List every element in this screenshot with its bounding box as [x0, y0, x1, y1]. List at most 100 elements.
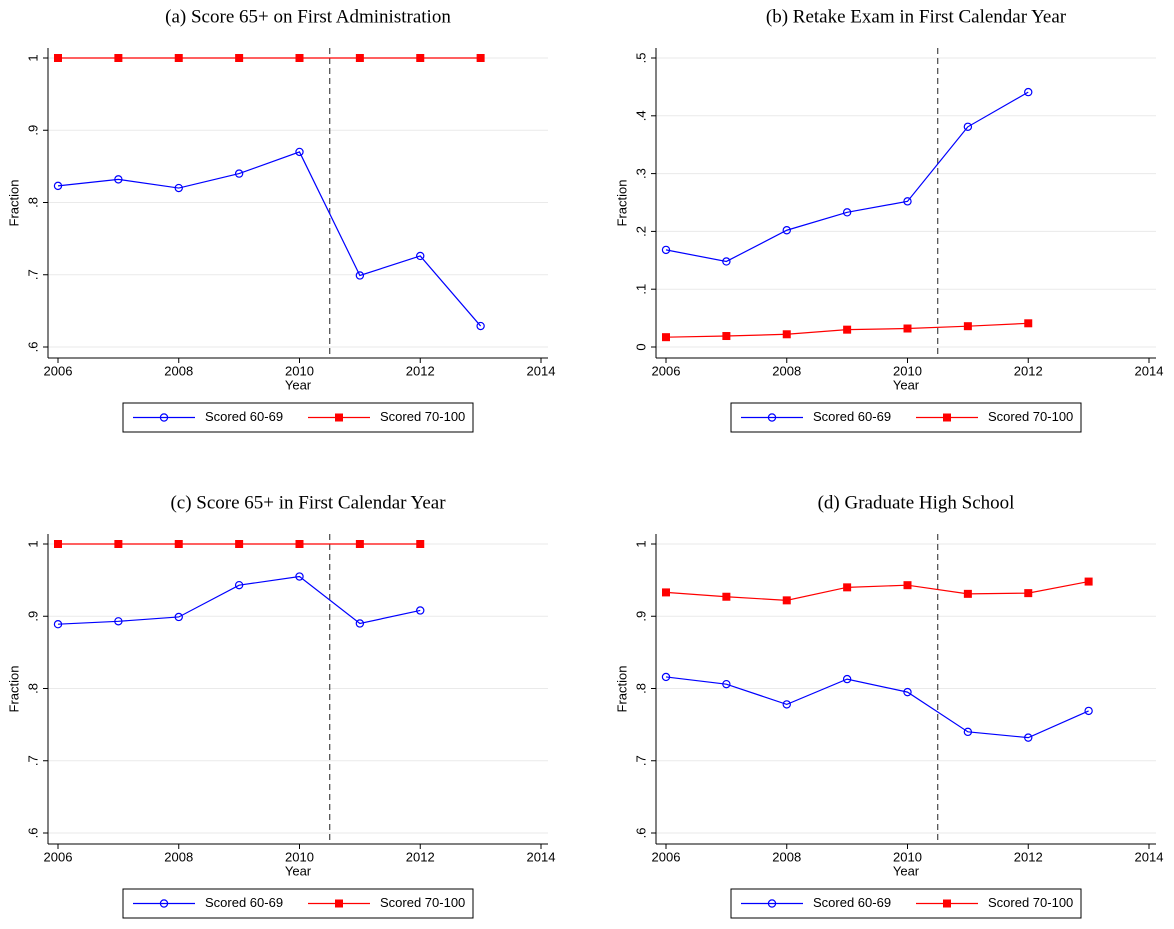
marker	[476, 54, 485, 62]
x-axis-label: Year	[285, 377, 312, 392]
marker	[54, 540, 62, 548]
marker	[416, 540, 425, 548]
x-axis-label: Year	[893, 863, 920, 878]
marker	[963, 322, 972, 331]
legend-label: Scored 70-100	[380, 409, 465, 424]
marker	[661, 672, 671, 682]
panel: (c) Score 65+ in First Calendar Year .6 .7…	[6, 492, 555, 919]
marker	[903, 324, 912, 333]
y-tick-label: .8	[25, 197, 40, 208]
marker	[1024, 589, 1033, 598]
y-tick-label: .7	[633, 755, 648, 766]
marker	[295, 54, 304, 62]
legend-label: Scored 70-100	[380, 895, 465, 910]
y-tick-label: .6	[25, 342, 40, 353]
marker	[842, 674, 852, 684]
marker	[843, 325, 852, 334]
marker	[782, 596, 791, 605]
panel: (d) Graduate High School .6 .7 .8 .9 1 2006 200…	[614, 492, 1163, 919]
x-tick-label: 2014	[1135, 363, 1164, 378]
marker	[355, 54, 364, 62]
x-tick-label: 2006	[652, 849, 681, 864]
series-line	[57, 575, 421, 625]
x-tick-label: 2010	[285, 363, 314, 378]
legend-label: Scored 60-69	[813, 409, 891, 424]
y-axis-label: Fraction	[614, 666, 629, 713]
x-tick-label: 2012	[406, 849, 435, 864]
marker	[843, 583, 852, 592]
marker	[355, 271, 365, 280]
legend-marker	[767, 413, 777, 422]
x-tick-label: 2006	[652, 363, 681, 378]
marker	[963, 589, 972, 598]
legend-label: Scored 60-69	[813, 895, 891, 910]
y-tick-label: 0	[633, 343, 648, 350]
y-tick-label: .1	[633, 284, 648, 295]
marker	[722, 679, 731, 689]
marker	[476, 321, 485, 331]
x-tick-label: 2008	[772, 363, 801, 378]
y-tick-label: .2	[633, 226, 648, 237]
marker	[782, 330, 791, 339]
legend-marker	[159, 413, 169, 422]
marker	[416, 54, 425, 62]
marker	[295, 572, 304, 581]
legend-marker	[943, 899, 951, 908]
marker	[174, 54, 183, 62]
marker	[1084, 706, 1093, 716]
y-axis-label: Fraction	[614, 180, 629, 227]
x-tick-label: 2008	[772, 849, 801, 864]
y-tick-label: .6	[633, 828, 648, 839]
x-axis-label: Year	[893, 377, 920, 392]
y-tick-label: .7	[25, 755, 40, 766]
marker	[1024, 319, 1033, 328]
marker	[114, 54, 123, 62]
marker	[963, 727, 973, 737]
legend-label: Scored 70-100	[988, 409, 1073, 424]
x-axis-label: Year	[285, 863, 312, 878]
marker	[53, 181, 63, 191]
x-tick-label: 2008	[164, 363, 193, 378]
marker	[1084, 577, 1093, 586]
marker	[174, 612, 183, 622]
y-tick-label: 1	[25, 54, 40, 61]
marker	[355, 619, 365, 628]
marker	[842, 208, 852, 217]
y-axis-label: Fraction	[6, 180, 21, 227]
marker	[662, 588, 670, 597]
marker	[114, 540, 123, 548]
y-tick-label: .3	[633, 168, 648, 179]
y-tick-label: .8	[633, 683, 648, 694]
legend-marker	[767, 899, 777, 908]
y-tick-label: 1	[633, 540, 648, 547]
x-tick-label: 2012	[406, 363, 435, 378]
y-tick-label: 1	[25, 540, 40, 547]
marker	[903, 687, 912, 697]
x-tick-label: 2010	[893, 363, 922, 378]
marker	[235, 540, 244, 548]
marker	[355, 540, 364, 548]
legend-label: Scored 60-69	[205, 895, 283, 910]
y-tick-label: .9	[633, 611, 648, 622]
marker	[174, 183, 183, 193]
panel: (b) Retake Exam in First Calendar Year 0.…	[614, 6, 1164, 433]
panel: (a) Score 65+ on First Administration .6.…	[6, 6, 556, 433]
x-tick-label: 2010	[285, 849, 314, 864]
marker	[1024, 733, 1033, 742]
marker	[782, 700, 791, 709]
chart-title: (c) Score 65+ in First Calendar Year	[170, 492, 446, 513]
chart-title: (d) Graduate High School	[818, 492, 1015, 513]
x-tick-label: 2006	[44, 363, 73, 378]
marker	[235, 54, 244, 62]
marker	[903, 197, 912, 206]
marker	[295, 540, 304, 548]
marker	[54, 54, 62, 62]
marker	[114, 175, 123, 184]
marker	[53, 619, 63, 629]
y-tick-label: .4	[633, 110, 648, 121]
marker	[722, 592, 731, 601]
marker	[722, 332, 731, 341]
x-tick-label: 2012	[1014, 849, 1043, 864]
x-tick-label: 2014	[527, 363, 556, 378]
